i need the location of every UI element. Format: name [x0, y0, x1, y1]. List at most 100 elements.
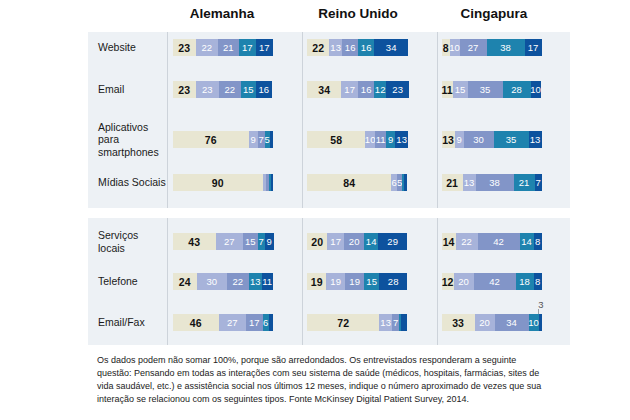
bar-alemanha-email-fax: 4627176	[173, 314, 301, 331]
bar-segment: 35	[468, 81, 503, 98]
row-label-m-dias-sociais: Mídias Sociais	[88, 174, 167, 191]
footnote: Os dados podem não somar 100%, porque sã…	[97, 354, 549, 406]
bar-segment: 90	[173, 174, 263, 191]
bar-segment: 17	[341, 81, 358, 98]
bar-segment: 20	[344, 233, 364, 250]
bar-segment: 17	[525, 39, 542, 56]
country-header-alemanha: Alemanha	[190, 6, 255, 21]
bar-cell-alemanha: 2323221516	[167, 81, 301, 98]
bar-segment: 23	[386, 81, 409, 98]
bar-segment: 18	[516, 273, 534, 290]
bar-segment: 46	[173, 314, 219, 331]
row-label-email-fax: Email/Fax	[88, 314, 167, 331]
bar-cell-reino-unido: 3417161223	[301, 81, 435, 98]
bar-segment: 12	[442, 273, 454, 290]
bar-segment: 13	[395, 131, 408, 148]
bar-segment: 22	[196, 39, 218, 56]
chart-row-telefone: Telefone24302213111919191528122042188	[88, 273, 570, 290]
bar-cell-reino-unido: 581011913	[301, 131, 435, 148]
row-label-email: Email	[88, 81, 167, 98]
bar-segment: 58	[307, 131, 365, 148]
bar-segment: 30	[197, 273, 227, 290]
bar-cell-reino-unido: 2213161634	[301, 39, 435, 56]
bar-reino-unido-aplicativos-para-smartphones: 581011913	[307, 131, 435, 148]
bar-segment: 84	[307, 174, 391, 191]
bar-cell-reino-unido: 8465	[301, 174, 435, 191]
bar-segment: 9	[455, 131, 464, 148]
bar-segment: 7	[258, 233, 265, 250]
bar-segment: 8	[534, 273, 542, 290]
bar-segment: 11	[262, 273, 273, 290]
bar-segment: 10	[531, 81, 541, 98]
bar-reino-unido-website: 2213161634	[307, 39, 435, 56]
bar-segment	[404, 174, 407, 191]
bar-segment: 7	[535, 174, 542, 191]
bar-cell-cingapura: 211338217	[436, 174, 570, 191]
chart-panel-bottom: Serviços locais4327157920172014291422421…	[88, 218, 570, 345]
bar-segment: 35	[494, 131, 529, 148]
bar-segment: 24	[173, 273, 197, 290]
bar-segment: 10	[450, 39, 460, 56]
bar-segment: 22	[456, 233, 478, 250]
bar-segment: 15	[453, 81, 468, 98]
chart-row-servi-os-locais: Serviços locais4327157920172014291422421…	[88, 233, 570, 250]
bar-segment: 12	[374, 81, 386, 98]
bar-cingapura-servi-os-locais: 142242148	[442, 233, 570, 250]
bar-alemanha-m-dias-sociais: 90	[173, 174, 301, 191]
row-label-website: Website	[88, 39, 167, 56]
bar-cingapura-telefone: 122042188	[442, 273, 570, 290]
bar-cingapura-email: 1115352810	[442, 81, 570, 98]
bar-cell-cingapura: 139303513	[436, 131, 570, 148]
bar-segment: 23	[173, 81, 196, 98]
bar-alemanha-email: 2323221516	[173, 81, 301, 98]
bar-segment: 23	[173, 39, 196, 56]
bar-segment: 20	[307, 233, 327, 250]
bar-cell-alemanha: 76975	[167, 131, 301, 148]
bar-segment: 17	[327, 233, 344, 250]
bar-cingapura-aplicativos-para-smartphones: 139303513	[442, 131, 570, 148]
bar-alemanha-telefone: 2430221311	[173, 273, 301, 290]
bar-segment	[401, 314, 407, 331]
bar-segment: 14	[364, 233, 378, 250]
bar-cell-cingapura: 122042188	[436, 273, 570, 290]
chart-row-aplicativos-para-smartphones: Aplicativos para smartphones769755810119…	[88, 131, 570, 148]
bar-segment: 20	[454, 273, 474, 290]
row-label-servi-os-locais: Serviços locais	[88, 233, 167, 250]
bar-reino-unido-m-dias-sociais: 8465	[307, 174, 435, 191]
bar-segment: 16	[358, 39, 374, 56]
chart-row-website: Website23222117172213161634810273817	[88, 39, 570, 56]
country-headers: Alemanha Reino Unido Cingapura	[88, 6, 570, 28]
bar-segment: 27	[216, 233, 243, 250]
bar-segment: 22	[227, 273, 249, 290]
bar-segment: 72	[307, 314, 379, 331]
bar-segment: 29	[378, 233, 407, 250]
bar-segment: 38	[487, 39, 525, 56]
bar-segment: 28	[503, 81, 531, 98]
bar-segment: 19	[345, 273, 364, 290]
bar-segment: 13	[529, 131, 542, 148]
segment-callout-label: 3	[538, 299, 543, 310]
bar-cell-alemanha: 4627176	[167, 314, 301, 331]
bar-reino-unido-telefone: 1919191528	[307, 273, 435, 290]
bar-reino-unido-email-fax: 72137	[307, 314, 435, 331]
figure-canvas: Alemanha Reino Unido Cingapura Website 23…	[0, 0, 630, 420]
bar-segment: 14	[520, 233, 534, 250]
bar-segment: 34	[374, 39, 408, 56]
bar-segment: 9	[386, 131, 395, 148]
bar-segment: 38	[476, 174, 514, 191]
bar-segment: 22	[219, 81, 241, 98]
bar-segment: 16	[342, 39, 358, 56]
bar-segment	[271, 174, 273, 191]
segment-callout-line	[538, 309, 539, 314]
bar-segment: 34	[307, 81, 341, 98]
bar-segment: 15	[241, 81, 256, 98]
chart-row-email-fax: Email/Fax462717672137332034103	[88, 314, 570, 331]
chart-row-m-dias-sociais: Mídias Sociais 90 8465211338217	[88, 174, 570, 191]
bar-segment	[269, 314, 273, 331]
bar-cell-alemanha: 90	[167, 174, 301, 191]
bar-segment: 17	[256, 39, 273, 56]
bar-cell-cingapura: 810273817	[436, 39, 570, 56]
bar-segment: 19	[307, 273, 326, 290]
chart-row-email: Email232322151634171612231115352810	[88, 81, 570, 98]
bar-segment	[270, 131, 273, 148]
